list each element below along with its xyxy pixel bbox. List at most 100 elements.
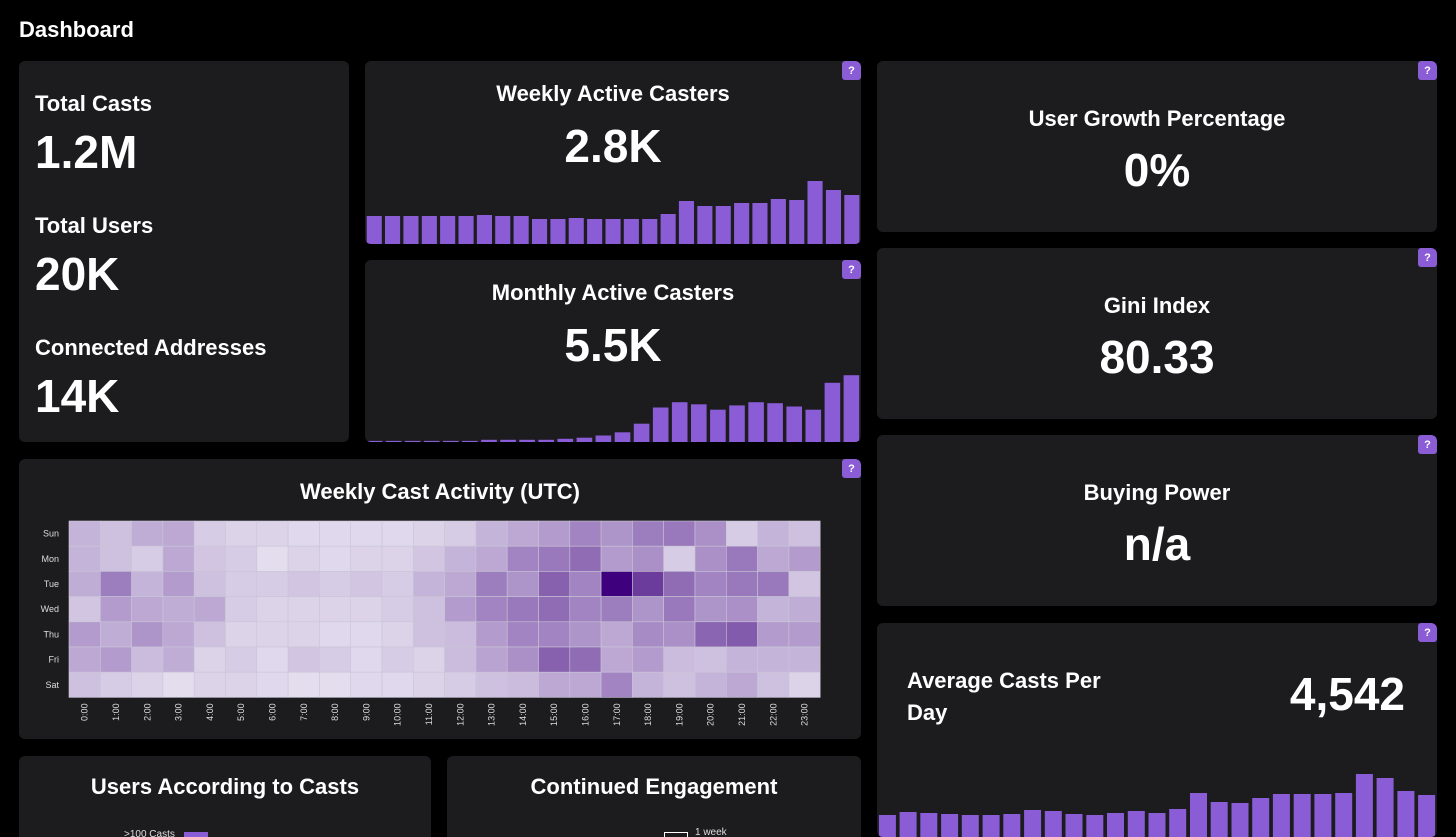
- bar: [1107, 813, 1124, 837]
- bar: [633, 423, 650, 442]
- help-button[interactable]: ?: [842, 260, 861, 279]
- heatmap-cell: [663, 646, 696, 673]
- bar: [385, 216, 401, 244]
- heatmap-cell: [632, 596, 665, 623]
- heatmap-cell: [68, 520, 101, 547]
- heatmap-cell: [538, 621, 571, 648]
- heatmap-cell: [193, 571, 226, 597]
- help-button[interactable]: ?: [1418, 623, 1437, 642]
- heatmap-cell: [131, 596, 164, 623]
- heatmap-cell: [788, 596, 821, 623]
- bar: [1210, 802, 1228, 837]
- heatmap-cell: [100, 646, 132, 673]
- heatmap-cell: [319, 646, 351, 673]
- heatmap-cell: [538, 596, 571, 623]
- legend-swatch: [184, 832, 208, 837]
- heatmap-x-label: 9:00: [361, 703, 371, 721]
- heatmap-y-label: Tue: [44, 579, 59, 589]
- heatmap-cell: [475, 671, 508, 698]
- bar: [715, 206, 731, 244]
- average-casts-card: ? Average Casts Per Day 4,542: [877, 623, 1437, 837]
- heatmap-cell: [100, 571, 132, 597]
- bar: [786, 406, 802, 442]
- users-according-to-casts-card: Users According to Casts >100 Casts: [19, 756, 431, 837]
- bar: [642, 219, 658, 244]
- heatmap-cell: [663, 671, 696, 698]
- heatmap-x-label: 2:00: [142, 703, 152, 721]
- bar: [710, 409, 726, 442]
- heatmap-cell: [412, 520, 445, 547]
- heatmap-y-label: Wed: [41, 604, 59, 614]
- bar: [652, 407, 669, 442]
- gini-index-value: 80.33: [1099, 331, 1215, 383]
- heatmap-x-label: 5:00: [236, 703, 246, 721]
- heatmap-cell: [287, 596, 320, 623]
- heatmap-x-label: 7:00: [299, 703, 309, 721]
- help-button[interactable]: ?: [842, 459, 861, 478]
- heatmap-cell: [506, 596, 539, 623]
- heatmap-cell: [600, 671, 633, 698]
- bar: [807, 181, 823, 244]
- heatmap-cell: [444, 621, 477, 648]
- help-button[interactable]: ?: [842, 61, 861, 80]
- weekly-active-casters-chart: [366, 181, 860, 244]
- heatmap-cell: [381, 596, 414, 623]
- heatmap-cell: [381, 646, 414, 673]
- heatmap-cell: [725, 621, 758, 648]
- bar: [423, 440, 440, 442]
- heatmap-cell: [350, 671, 383, 698]
- bar: [605, 219, 621, 244]
- heatmap-cell: [256, 621, 289, 648]
- average-casts-title: Average Casts Per Day: [907, 668, 1101, 725]
- heatmap-x-label: 14:00: [518, 703, 528, 726]
- heatmap-cell: [193, 671, 226, 698]
- heatmap-cell: [68, 571, 101, 597]
- user-growth-title: User Growth Percentage: [1028, 106, 1286, 131]
- continued-engagement-title: Continued Engagement: [530, 774, 778, 799]
- heatmap-x-label: 20:00: [706, 703, 716, 726]
- heatmap-cell: [506, 671, 539, 698]
- heatmap-cell: [412, 596, 445, 623]
- heatmap-cell: [757, 545, 790, 572]
- heatmap-x-label: 16:00: [580, 703, 590, 726]
- heatmap-cell: [444, 596, 477, 623]
- heatmap-cell: [381, 621, 414, 648]
- help-button[interactable]: ?: [1418, 61, 1437, 80]
- heatmap-cell: [381, 545, 414, 572]
- help-button[interactable]: ?: [1418, 248, 1437, 267]
- help-button[interactable]: ?: [1418, 435, 1437, 454]
- heatmap-cell: [225, 545, 258, 572]
- heatmap-cell: [350, 571, 383, 597]
- bar: [734, 203, 750, 244]
- weekly-cast-activity-title: Weekly Cast Activity (UTC): [300, 479, 580, 504]
- bar: [789, 200, 805, 244]
- bar: [729, 405, 745, 442]
- heatmap-cell: [412, 646, 445, 673]
- heatmap-cell: [788, 671, 821, 698]
- bar: [844, 195, 860, 244]
- heatmap-cell: [663, 621, 696, 648]
- heatmap-cell: [725, 671, 758, 698]
- heatmap-cell: [350, 520, 383, 547]
- heatmap-cell: [256, 646, 289, 673]
- heatmap-y-label: Mon: [41, 554, 59, 564]
- heatmap-cell: [600, 621, 633, 648]
- heatmap-cell: [757, 621, 790, 648]
- bar: [458, 216, 474, 244]
- heatmap-cell: [475, 596, 508, 623]
- bar: [1190, 793, 1207, 837]
- user-growth-value: 0%: [1123, 144, 1191, 196]
- bar: [576, 437, 593, 442]
- heatmap-cell: [725, 596, 758, 623]
- heatmap-cell: [757, 646, 790, 673]
- heatmap-x-label: 21:00: [737, 703, 747, 726]
- heatmap-cell: [193, 520, 226, 547]
- bar: [697, 206, 713, 244]
- bar: [614, 432, 631, 442]
- bar: [404, 440, 421, 442]
- weekly-cast-activity-heatmap: Sun Mon Tue Wed Thu Fri Sat 0:00 1:00 2:00 3:00 4:0…: [41, 520, 821, 726]
- heatmap-cell: [444, 520, 477, 547]
- heatmap-cell: [287, 545, 320, 572]
- bar: [1252, 798, 1270, 837]
- heatmap-cell: [538, 646, 571, 673]
